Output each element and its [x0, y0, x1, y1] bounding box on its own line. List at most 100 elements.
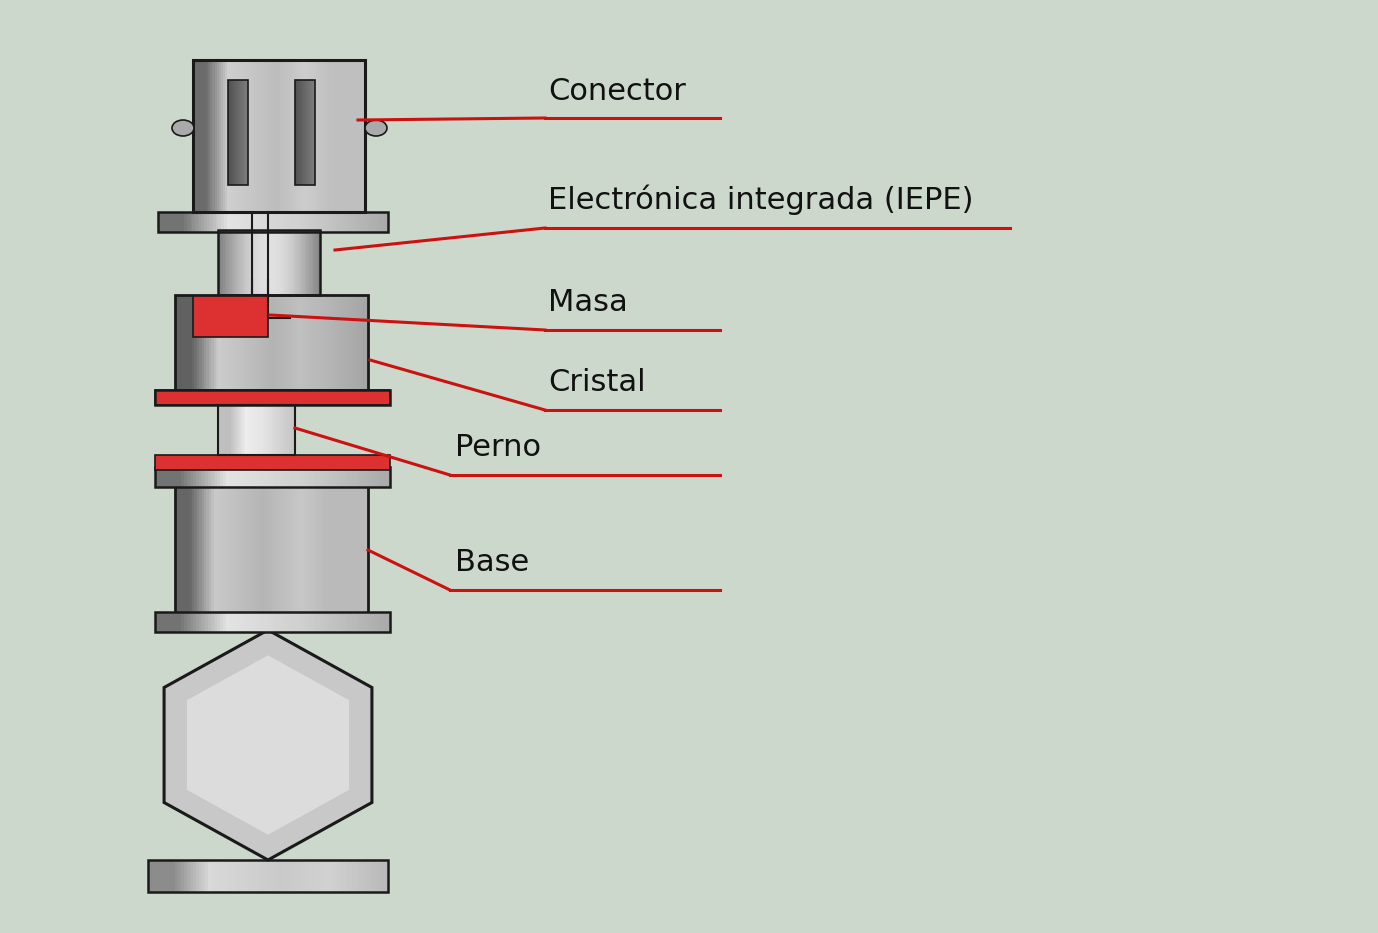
- Bar: [229, 390, 232, 405]
- Bar: [267, 295, 269, 390]
- Bar: [223, 60, 226, 212]
- Bar: [299, 612, 302, 632]
- Bar: [305, 390, 309, 405]
- Bar: [346, 295, 349, 390]
- Bar: [339, 60, 342, 212]
- Bar: [351, 860, 356, 892]
- Bar: [169, 467, 172, 487]
- Ellipse shape: [365, 120, 387, 136]
- Bar: [232, 390, 234, 405]
- Bar: [318, 212, 322, 232]
- Bar: [369, 390, 372, 405]
- Bar: [225, 230, 227, 295]
- Bar: [147, 860, 389, 892]
- Bar: [310, 230, 311, 295]
- Bar: [284, 390, 288, 405]
- Bar: [205, 60, 208, 212]
- Bar: [154, 612, 158, 632]
- Bar: [240, 390, 244, 405]
- Bar: [245, 230, 247, 295]
- Bar: [220, 860, 223, 892]
- Bar: [281, 405, 284, 455]
- Bar: [270, 230, 273, 295]
- Bar: [255, 390, 258, 405]
- Bar: [349, 860, 353, 892]
- Bar: [172, 612, 176, 632]
- Bar: [269, 295, 271, 390]
- Bar: [284, 230, 287, 295]
- Bar: [241, 405, 244, 455]
- Bar: [361, 470, 364, 630]
- Bar: [223, 612, 226, 632]
- Text: Electrónica integrada (IEPE): Electrónica integrada (IEPE): [548, 185, 973, 215]
- Bar: [201, 470, 204, 630]
- Bar: [300, 295, 303, 390]
- Bar: [167, 390, 169, 405]
- Bar: [296, 212, 299, 232]
- Bar: [237, 467, 241, 487]
- Bar: [169, 860, 172, 892]
- Bar: [193, 467, 197, 487]
- Bar: [349, 470, 351, 630]
- Bar: [289, 860, 292, 892]
- Bar: [325, 470, 327, 630]
- Bar: [187, 390, 190, 405]
- Bar: [211, 612, 214, 632]
- Bar: [284, 470, 287, 630]
- Bar: [259, 860, 262, 892]
- Bar: [347, 212, 351, 232]
- Bar: [294, 470, 296, 630]
- Text: Perno: Perno: [455, 433, 542, 462]
- Bar: [303, 295, 306, 390]
- Bar: [347, 60, 350, 212]
- Bar: [225, 60, 227, 212]
- Bar: [379, 860, 382, 892]
- Bar: [185, 470, 187, 630]
- Bar: [331, 390, 335, 405]
- Bar: [249, 390, 252, 405]
- Bar: [218, 405, 220, 455]
- Bar: [258, 230, 259, 295]
- Bar: [216, 612, 220, 632]
- Bar: [266, 405, 269, 455]
- Bar: [216, 860, 220, 892]
- Bar: [317, 467, 320, 487]
- Bar: [247, 390, 249, 405]
- Bar: [291, 467, 294, 487]
- Bar: [382, 860, 386, 892]
- Bar: [324, 60, 327, 212]
- Bar: [219, 60, 222, 212]
- Bar: [247, 860, 251, 892]
- Bar: [336, 295, 339, 390]
- Bar: [346, 612, 349, 632]
- Bar: [335, 60, 338, 212]
- Bar: [353, 60, 354, 212]
- Bar: [317, 612, 320, 632]
- Bar: [299, 60, 300, 212]
- Bar: [196, 212, 198, 232]
- Bar: [216, 295, 219, 390]
- Bar: [273, 230, 274, 295]
- Bar: [258, 612, 260, 632]
- Bar: [247, 230, 249, 295]
- Bar: [336, 212, 339, 232]
- Bar: [252, 390, 255, 405]
- Bar: [158, 612, 161, 632]
- Bar: [154, 467, 390, 487]
- Bar: [307, 860, 310, 892]
- Bar: [262, 295, 265, 390]
- Bar: [350, 212, 354, 232]
- Bar: [387, 467, 390, 487]
- Bar: [158, 390, 161, 405]
- Bar: [157, 860, 160, 892]
- Bar: [215, 60, 216, 212]
- Bar: [358, 612, 361, 632]
- Bar: [267, 860, 271, 892]
- Bar: [232, 860, 236, 892]
- Text: Cristal: Cristal: [548, 368, 646, 397]
- Bar: [307, 612, 311, 632]
- Bar: [278, 470, 281, 630]
- Bar: [252, 467, 255, 487]
- Bar: [254, 60, 256, 212]
- Bar: [208, 390, 211, 405]
